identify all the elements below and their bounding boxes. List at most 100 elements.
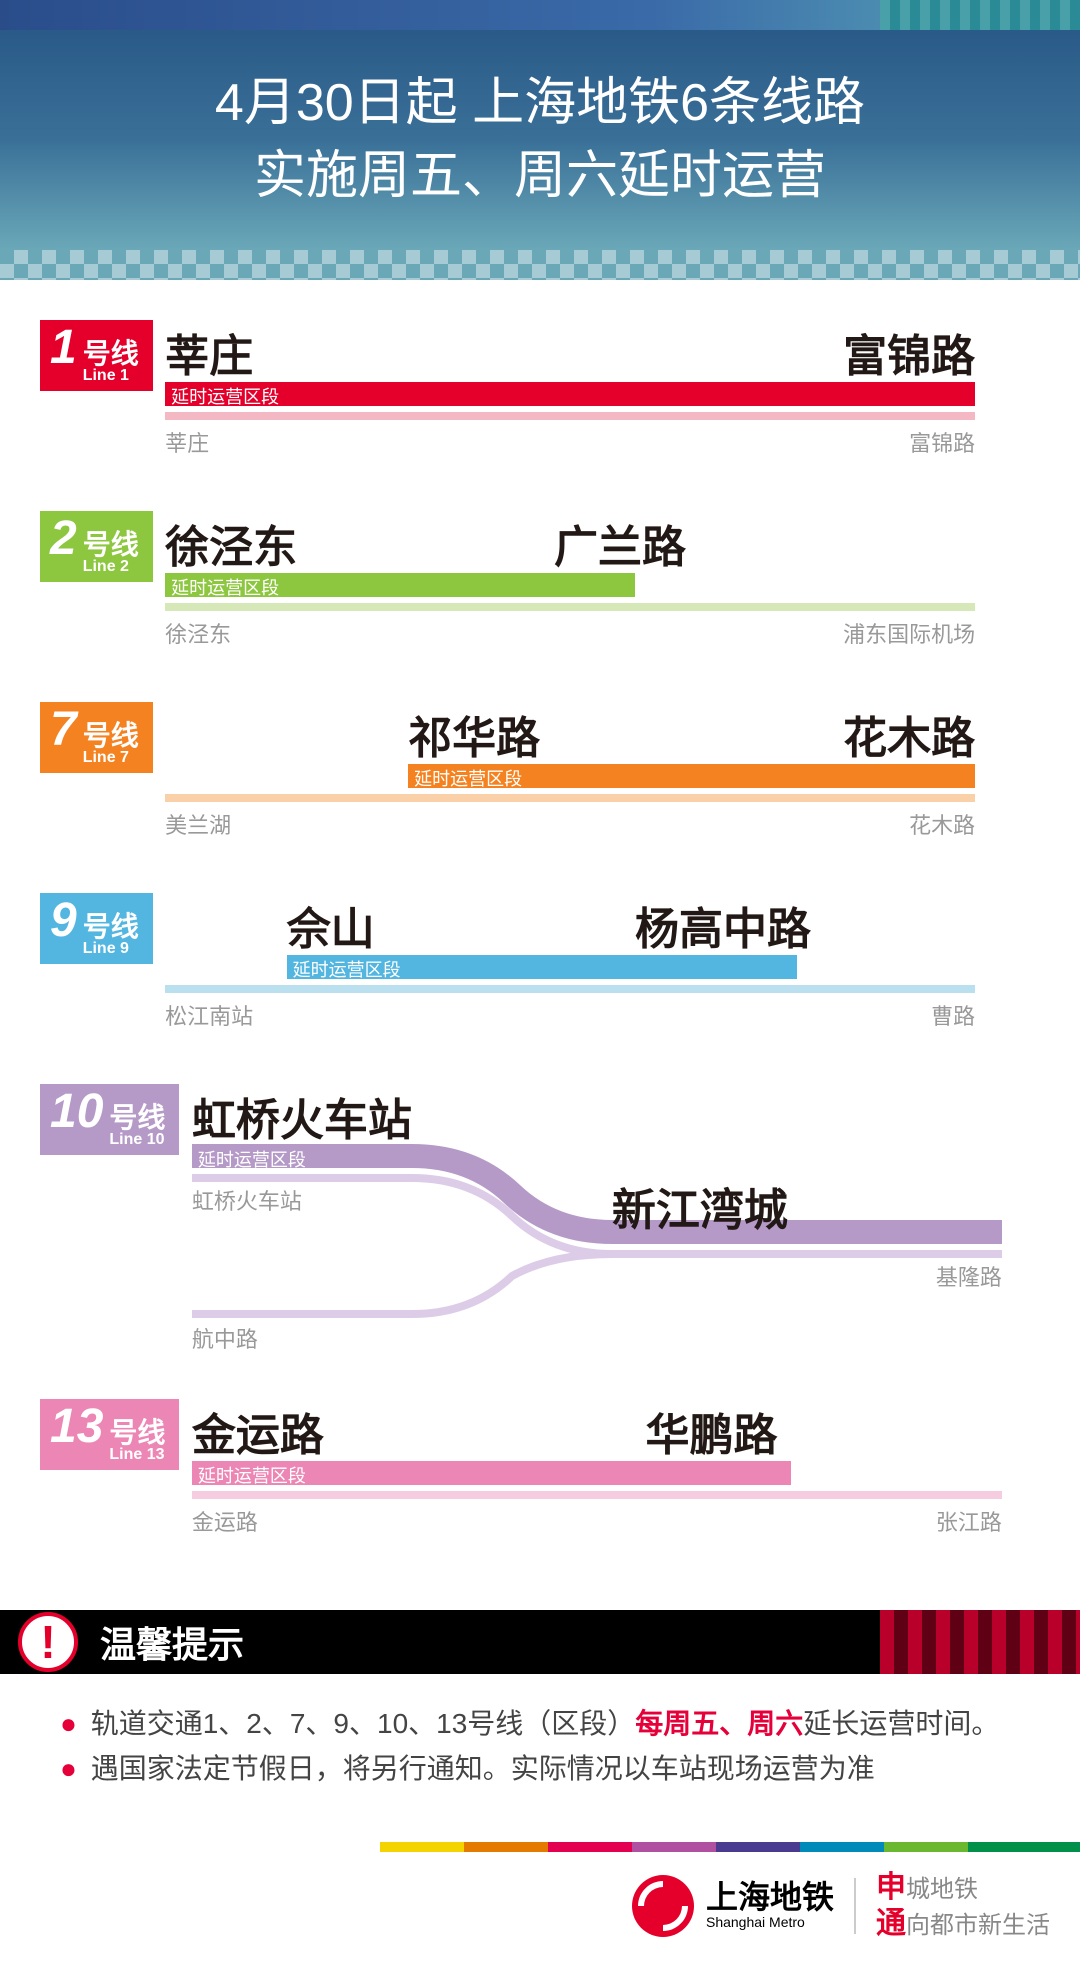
full-end-label: 基隆路 xyxy=(936,1260,1002,1292)
ext-segment-bar: 延时运营区段 xyxy=(165,955,975,979)
ext-station-labels: 佘山 杨高中路 xyxy=(165,893,975,949)
line-cn: 号线 xyxy=(83,721,139,750)
ext-end-station: 华鹏路 xyxy=(645,1399,777,1463)
ext-end-station: 花木路 xyxy=(843,702,975,766)
notice-text: 轨道交通1、2、7、9、10、13号线（区段） xyxy=(91,1708,636,1739)
notice-highlight: 每周五、周六 xyxy=(635,1708,803,1739)
ext-segment-label: 延时运营区段 xyxy=(293,956,401,982)
full-start-label: 美兰湖 xyxy=(165,808,231,840)
line-number: 9 xyxy=(50,897,77,945)
line-row: 9 号线Line 9 佘山 杨高中路 延时运营区段 松江南站 xyxy=(40,893,1040,1029)
line-badge: 1 号线Line 1 xyxy=(40,320,153,391)
full-line-tint xyxy=(192,1491,1002,1499)
ext-start-station: 佘山 xyxy=(287,893,375,957)
full-line-bar xyxy=(165,794,975,802)
ext-segment-bar: 延时运营区段 xyxy=(165,573,975,597)
bullet-icon: ● xyxy=(60,1708,77,1739)
full-end-label: 富锦路 xyxy=(909,426,975,458)
footer-divider xyxy=(854,1878,856,1934)
full-line-tint xyxy=(165,603,975,611)
ext-segment-fill: 延时运营区段 xyxy=(287,955,797,979)
line-body: 莘庄 富锦路 延时运营区段 莘庄 富锦路 xyxy=(165,320,975,456)
full-line-tint xyxy=(165,794,975,802)
alert-icon: ! xyxy=(18,1612,78,1672)
line-body: 徐泾东 广兰路 延时运营区段 徐泾东 浦东国际机场 xyxy=(165,511,975,647)
footer-content: 上海地铁 Shanghai Metro 申城地铁 通向都市新生活 xyxy=(632,1870,1050,1942)
full-line-labels: 美兰湖 花木路 xyxy=(165,808,975,838)
line-en: Line 9 xyxy=(83,941,139,958)
ext-end-station: 富锦路 xyxy=(843,320,975,384)
line-number: 1 xyxy=(50,324,77,372)
poster: 4月30日起 上海地铁6条线路 实施周五、周六延时运营 1 号线Line 1 莘… xyxy=(0,0,1080,1982)
ext-segment-label: 延时运营区段 xyxy=(414,765,522,791)
notice-header: ! 温馨提示 xyxy=(0,1610,1080,1674)
ext-station-labels: 莘庄 富锦路 xyxy=(165,320,975,376)
line-number: 13 xyxy=(50,1403,103,1451)
full-end-label: 曹路 xyxy=(931,999,975,1031)
brand-cn: 上海地铁 xyxy=(706,1879,834,1915)
ext-segment-label: 延时运营区段 xyxy=(198,1462,306,1488)
line-badge: 9 号线Line 9 xyxy=(40,893,153,964)
branch-start-label: 航中路 xyxy=(192,1322,258,1354)
ext-start-station: 徐泾东 xyxy=(165,511,297,575)
line-en: Line 2 xyxy=(83,559,139,576)
ext-segment-bar: 延时运营区段 xyxy=(192,1461,1002,1485)
header-topbar xyxy=(0,0,1080,30)
line-cn: 号线 xyxy=(83,339,139,368)
slogan-text: 向都市新生活 xyxy=(906,1912,1050,1939)
ext-station-labels: 金运路 华鹏路 xyxy=(192,1399,1002,1455)
line-cn: 号线 xyxy=(109,1418,165,1447)
ext-start-station: 祁华路 xyxy=(408,702,540,766)
notice-body: ● 轨道交通1、2、7、9、10、13号线（区段）每周五、周六延长运营时间。 ●… xyxy=(0,1674,1080,1842)
line-badge: 10 号线Line 10 xyxy=(40,1084,179,1155)
ext-end-station: 广兰路 xyxy=(554,511,686,575)
ext-end-station: 新江湾城 xyxy=(612,1174,788,1238)
line-en: Line 7 xyxy=(83,750,139,767)
line-cn: 号线 xyxy=(83,912,139,941)
full-end-label: 花木路 xyxy=(909,808,975,840)
line-number: 2 xyxy=(50,515,77,563)
notice-text: 遇国家法定节假日，将另行通知。实际情况以车站现场运营为准 xyxy=(91,1753,875,1784)
full-line-bar xyxy=(165,412,975,420)
full-line-tint xyxy=(165,412,975,420)
line-number: 10 xyxy=(50,1088,103,1136)
slogan-char: 通 xyxy=(876,1907,906,1940)
header-title: 4月30日起 上海地铁6条线路 实施周五、周六延时运营 xyxy=(215,67,865,213)
notice-title: 温馨提示 xyxy=(100,1616,244,1668)
full-line-labels: 徐泾东 浦东国际机场 xyxy=(165,617,975,647)
line-en: Line 10 xyxy=(109,1132,165,1149)
header-main: 4月30日起 上海地铁6条线路 实施周五、周六延时运营 xyxy=(0,30,1080,250)
footer-brand: 上海地铁 Shanghai Metro xyxy=(706,1881,834,1929)
line-badge: 13 号线Line 13 xyxy=(40,1399,179,1470)
line-row: 1 号线Line 1 莘庄 富锦路 延时运营区段 莘庄 富锦 xyxy=(40,320,1040,456)
slogan-char: 申 xyxy=(876,1871,906,1904)
line-body: 佘山 杨高中路 延时运营区段 松江南站 曹路 xyxy=(165,893,975,1029)
footer: 上海地铁 Shanghai Metro 申城地铁 通向都市新生活 xyxy=(0,1842,1080,1982)
full-line-labels: 松江南站 曹路 xyxy=(165,999,975,1029)
ext-start-station: 金运路 xyxy=(192,1399,324,1463)
ext-segment-fill: 延时运营区段 xyxy=(165,573,635,597)
header-title-line1: 4月30日起 上海地铁6条线路 xyxy=(215,67,865,140)
full-line-bar xyxy=(165,985,975,993)
header: 4月30日起 上海地铁6条线路 实施周五、周六延时运营 xyxy=(0,0,1080,280)
full-line-labels: 金运路 张江路 xyxy=(192,1505,1002,1535)
full-start-label: 徐泾东 xyxy=(165,617,231,649)
full-line-labels: 莘庄 富锦路 xyxy=(165,426,975,456)
ext-segment-label: 延时运营区段 xyxy=(171,383,279,409)
line-body: 金运路 华鹏路 延时运营区段 金运路 张江路 xyxy=(192,1399,1002,1535)
full-line-bar xyxy=(192,1491,1002,1499)
line-number: 7 xyxy=(50,706,77,754)
line-cn: 号线 xyxy=(109,1103,165,1132)
ext-start-station: 虹桥火车站 xyxy=(192,1084,412,1148)
metro-logo-icon xyxy=(632,1875,694,1937)
ext-segment-fill: 延时运营区段 xyxy=(165,382,975,406)
notice-row: ● 轨道交通1、2、7、9、10、13号线（区段）每周五、周六延长运营时间。 xyxy=(60,1702,1040,1747)
ext-segment-bar: 延时运营区段 xyxy=(165,382,975,406)
full-line-bar xyxy=(165,603,975,611)
full-line-tint xyxy=(165,985,975,993)
ext-station-labels: 祁华路 花木路 xyxy=(165,702,975,758)
full-end-label: 浦东国际机场 xyxy=(843,617,975,649)
slogan-text: 城地铁 xyxy=(906,1876,978,1903)
ext-segment-fill: 延时运营区段 xyxy=(408,764,975,788)
line-badge: 7 号线Line 7 xyxy=(40,702,153,773)
